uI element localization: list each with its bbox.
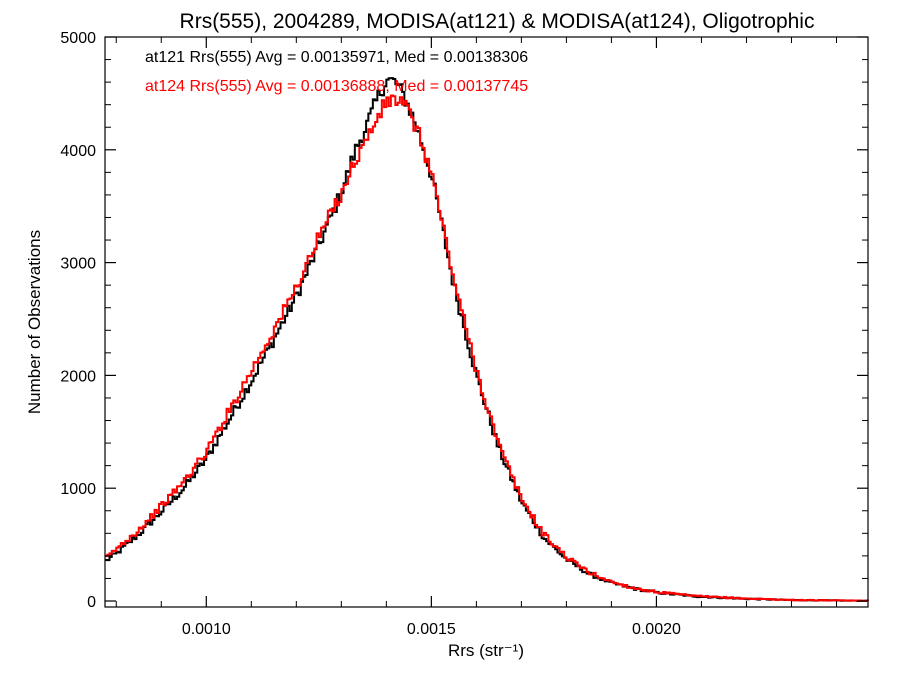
- y-tick-label: 4000: [60, 143, 96, 160]
- y-tick-label: 3000: [60, 256, 96, 273]
- x-tick-label: 0.0020: [632, 621, 681, 638]
- series-layer: [105, 77, 869, 602]
- plot-frame: [104, 36, 869, 608]
- y-tick-label: 0: [87, 594, 96, 611]
- y-tick-label: 5000: [60, 30, 96, 47]
- x-tick-label: 0.0015: [407, 621, 456, 638]
- series-line-at121: [105, 77, 869, 602]
- x-tick-label: 0.0010: [182, 621, 231, 638]
- y-tick-label: 1000: [60, 481, 96, 498]
- y-axis-label: Number of Observations: [25, 230, 44, 414]
- legend-entry-at124: at124 Rrs(555) Avg = 0.00136888, Med = 0…: [145, 78, 528, 95]
- legend: at121 Rrs(555) Avg = 0.00135971, Med = 0…: [145, 49, 528, 95]
- legend-entry-at121: at121 Rrs(555) Avg = 0.00135971, Med = 0…: [145, 49, 528, 66]
- series-line-at124: [105, 94, 869, 602]
- chart-title: Rrs(555), 2004289, MODISA(at121) & MODIS…: [180, 10, 815, 33]
- x-axis: 0.0010 0.0015 0.0020: [115, 37, 837, 638]
- y-axis: 0 1000 2000 3000 4000 5000: [60, 30, 868, 611]
- x-axis-label: Rrs (str⁻¹): [448, 641, 524, 660]
- y-tick-label: 2000: [60, 368, 96, 385]
